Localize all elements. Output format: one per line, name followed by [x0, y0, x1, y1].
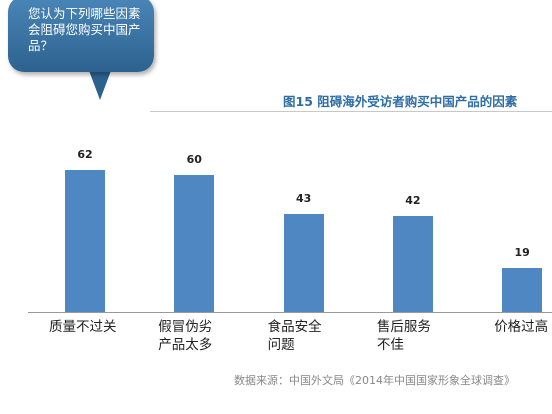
title-rule: [150, 111, 552, 112]
value-label: 43: [295, 191, 312, 205]
bar: [283, 213, 324, 312]
bubble-tail: [88, 68, 112, 100]
bar: [65, 170, 105, 312]
speech-bubble: 您认为下列哪些因素会阻碍您购买中国产品？: [8, 0, 154, 72]
source: 数据来源：中国外文局《2014年中国国家形象全球调查》: [234, 374, 515, 387]
baseline: [28, 312, 552, 313]
bar: [502, 268, 543, 312]
value-label: 19: [514, 246, 530, 260]
value-label: 62: [77, 148, 93, 161]
bar: [392, 215, 433, 312]
x-tick-label: 质量不过关: [49, 319, 117, 335]
bar: [174, 174, 215, 312]
x-tick-label: 价格过高: [494, 319, 549, 335]
x-tick-label: 食品安全问题: [267, 319, 322, 353]
chart-title: 图15 阻碍海外受访者购买中国产品的因素: [283, 94, 518, 109]
x-tick-label: 假冒伪劣产品太多: [158, 319, 213, 353]
value-label: 60: [186, 152, 202, 166]
question: 您认为下列哪些因素会阻碍您购买中国产品？: [28, 6, 141, 53]
x-tick-label: 售后服务不佳: [376, 319, 431, 353]
value-label: 42: [405, 193, 421, 207]
